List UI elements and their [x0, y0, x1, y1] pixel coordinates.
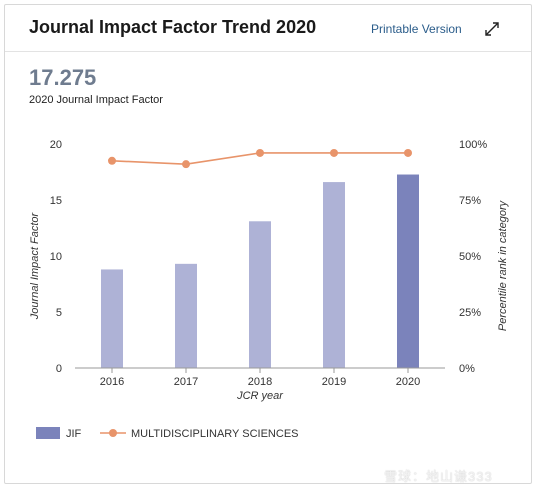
card-header: Journal Impact Factor Trend 2020 Printab…: [5, 5, 531, 52]
y-tick-label: 15: [50, 195, 62, 207]
bar-2018: [249, 221, 271, 368]
y-tick-label: 5: [56, 307, 62, 319]
x-tick-label: 2020: [396, 376, 420, 388]
y-axis-title: Journal Impact Factor: [29, 211, 41, 320]
legend-swatch-point: [109, 429, 117, 437]
watermark: 雪球：地山谦333: [384, 469, 493, 484]
x-tick-label: 2017: [174, 376, 198, 388]
bar-2017: [175, 263, 197, 368]
percentile-point-2018: [256, 148, 264, 157]
jif-caption: 2020 Journal Impact Factor: [29, 94, 163, 106]
legend: JIF MULTIDISCIPLINARY SCIENCES: [36, 427, 299, 440]
chart-card: Journal Impact Factor Trend 2020 Printab…: [4, 4, 532, 484]
y-tick-label: 10: [50, 251, 62, 263]
x-axis-ticks: 2016 2017 2018 2019 2020: [100, 368, 420, 388]
bar-2016: [101, 269, 123, 368]
legend-swatch-jif: [36, 427, 60, 439]
legend-label-category: MULTIDISCIPLINARY SCIENCES: [131, 428, 299, 440]
expand-icon[interactable]: [484, 21, 500, 37]
left-axis-ticks: 0 5 10 15 20: [50, 139, 62, 375]
jif-value: 17.275: [29, 65, 97, 90]
y2-tick-label: 0%: [459, 363, 475, 375]
percentile-point-2019: [330, 148, 338, 157]
bar-2020: [397, 174, 419, 368]
percentile-line: [108, 148, 412, 169]
y2-axis-title: Percentile rank in category: [497, 199, 509, 331]
y-tick-label: 20: [50, 139, 62, 151]
y2-tick-label: 25%: [459, 307, 481, 319]
y2-tick-label: 50%: [459, 251, 481, 263]
jif-bars: [101, 174, 419, 368]
x-tick-label: 2019: [322, 376, 346, 388]
percentile-point-2017: [182, 160, 190, 169]
y-tick-label: 0: [56, 363, 62, 375]
y2-tick-label: 75%: [459, 195, 481, 207]
bar-2019: [323, 182, 345, 368]
x-axis-title: JCR year: [236, 390, 284, 402]
percentile-point-2020: [404, 148, 412, 157]
x-tick-label: 2016: [100, 376, 124, 388]
right-axis-ticks: 0% 25% 50% 75% 100%: [459, 139, 487, 375]
legend-label-jif: JIF: [66, 428, 82, 440]
x-tick-label: 2018: [248, 376, 272, 388]
percentile-point-2016: [108, 156, 116, 165]
printable-version-link[interactable]: Printable Version: [371, 22, 462, 36]
y2-tick-label: 100%: [459, 139, 487, 151]
page-title: Journal Impact Factor Trend 2020: [29, 17, 317, 37]
